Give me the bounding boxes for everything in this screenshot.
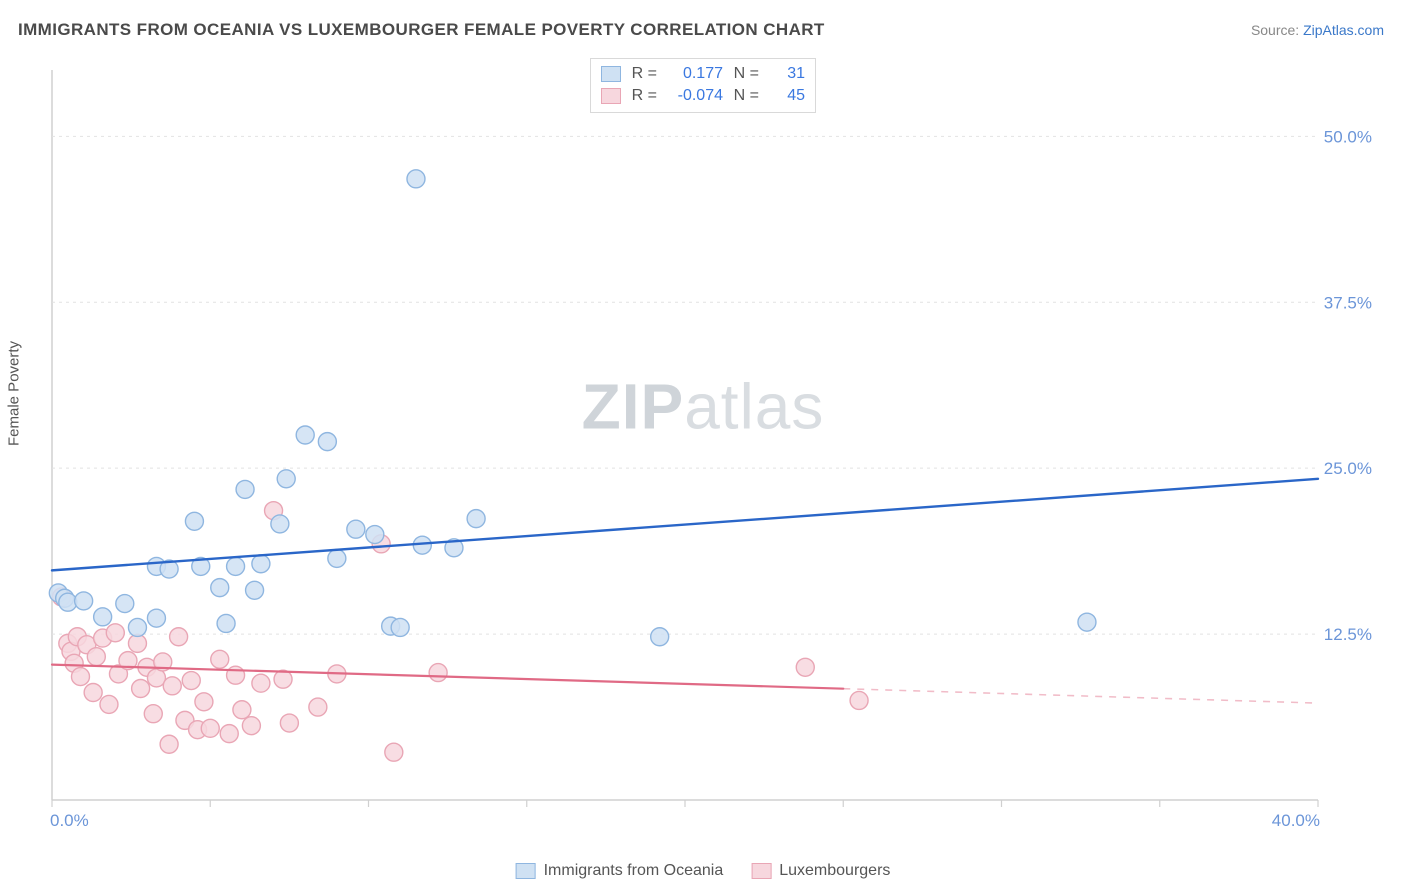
svg-text:12.5%: 12.5%: [1324, 625, 1372, 644]
svg-text:37.5%: 37.5%: [1324, 293, 1372, 312]
svg-text:0.0%: 0.0%: [50, 811, 89, 830]
y-axis-label: Female Poverty: [6, 341, 23, 446]
chart-title: IMMIGRANTS FROM OCEANIA VS LUXEMBOURGER …: [18, 20, 825, 40]
swatch-lux-icon: [751, 863, 771, 879]
scatter-plot: 12.5% 25.0% 37.5% 50.0% 0.0% 40.0%: [48, 56, 1382, 844]
svg-text:40.0%: 40.0%: [1272, 811, 1320, 830]
source-attribution: Source: ZipAtlas.com: [1251, 22, 1384, 38]
svg-text:25.0%: 25.0%: [1324, 459, 1372, 478]
swatch-oceania-icon: [516, 863, 536, 879]
svg-text:50.0%: 50.0%: [1324, 127, 1372, 146]
legend-label-oceania: Immigrants from Oceania: [544, 862, 724, 880]
legend-item-oceania: Immigrants from Oceania: [516, 862, 724, 880]
legend-label-lux: Luxembourgers: [779, 862, 890, 880]
source-prefix: Source:: [1251, 22, 1303, 38]
plot-svg: 12.5% 25.0% 37.5% 50.0% 0.0% 40.0%: [48, 56, 1382, 844]
series-legend: Immigrants from Oceania Luxembourgers: [516, 862, 891, 880]
source-link[interactable]: ZipAtlas.com: [1303, 22, 1384, 38]
legend-item-lux: Luxembourgers: [751, 862, 890, 880]
